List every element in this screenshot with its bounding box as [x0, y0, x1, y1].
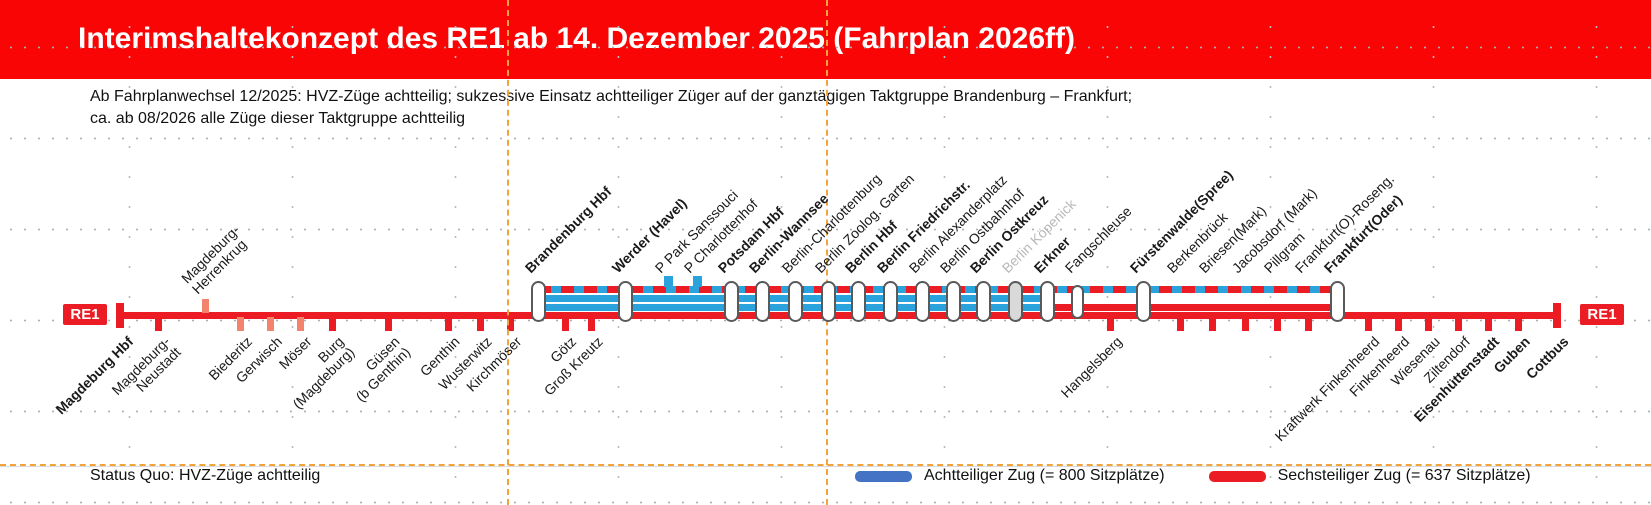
station-marker [385, 317, 392, 331]
route-segment [538, 286, 1337, 293]
station-label: Fangschleuse [1061, 203, 1135, 276]
route-segment [1047, 304, 1337, 311]
station-marker [562, 317, 569, 331]
status-note: Status Quo: HVZ-Züge achtteilig [90, 467, 321, 484]
station-marker [1071, 285, 1084, 319]
station-marker [1274, 317, 1281, 331]
station-marker [1485, 317, 1492, 331]
station-marker [1177, 317, 1184, 331]
legend-item-six-car: Sechsteiliger Zug (= 637 Sitzplätze) [1208, 467, 1531, 485]
station-marker [1365, 317, 1372, 331]
legend-item-eight-car: Achtteiliger Zug (= 800 Sitzplätze) [855, 467, 1165, 485]
station-marker [755, 281, 770, 322]
station-marker [1008, 281, 1023, 322]
station-marker [531, 281, 546, 322]
route-badge: RE1 [63, 304, 107, 325]
station-label: Brandenburg Hbf [521, 183, 615, 276]
route-badge: RE1 [1580, 304, 1624, 325]
station-label: Hangelsberg [1057, 333, 1125, 401]
station-marker [1107, 317, 1114, 331]
station-marker [297, 317, 304, 331]
station-marker [915, 281, 930, 322]
station-marker [267, 317, 274, 331]
station-marker [1209, 317, 1216, 331]
station-marker [237, 317, 244, 331]
station-marker [946, 281, 961, 322]
station-label: Werder (Havel) [608, 194, 690, 276]
station-marker [1040, 281, 1055, 322]
terminal-cap [116, 303, 124, 328]
station-marker [1305, 317, 1312, 331]
station-marker [693, 276, 702, 287]
station-marker [202, 299, 209, 313]
station-marker [1242, 317, 1249, 331]
station-label: Magdeburg- Herrenkrug [178, 221, 250, 297]
station-marker [976, 281, 991, 322]
legend: Achtteiliger Zug (= 800 Sitzplätze) Sech… [855, 467, 1565, 485]
station-marker [1425, 317, 1432, 331]
guide-vertical [507, 0, 509, 505]
station-marker [329, 317, 336, 331]
station-marker [1395, 317, 1402, 331]
station-marker [883, 281, 898, 322]
guide-horizontal [0, 464, 1651, 466]
station-label: Güsen (b Genthin) [352, 333, 414, 405]
station-marker [1330, 281, 1345, 322]
station-label: Cottbus [1522, 333, 1572, 383]
station-marker [724, 281, 739, 322]
station-marker [588, 317, 595, 331]
station-marker [821, 281, 836, 322]
station-marker [445, 317, 452, 331]
station-marker [618, 281, 633, 322]
terminal-cap [1553, 303, 1561, 328]
legend-label-eight-car: Achtteiliger Zug (= 800 Sitzplätze) [924, 467, 1165, 484]
station-marker [788, 281, 803, 322]
legend-label-six-car: Sechsteiliger Zug (= 637 Sitzplätze) [1277, 467, 1531, 484]
legend-swatch-blue [855, 470, 912, 482]
station-marker [1455, 317, 1462, 331]
station-marker [851, 281, 866, 322]
legend-swatch-red [1208, 470, 1266, 482]
station-marker [664, 276, 673, 287]
station-marker [155, 317, 162, 331]
station-marker [477, 317, 484, 331]
station-marker [1515, 317, 1522, 331]
station-marker [1136, 281, 1151, 322]
